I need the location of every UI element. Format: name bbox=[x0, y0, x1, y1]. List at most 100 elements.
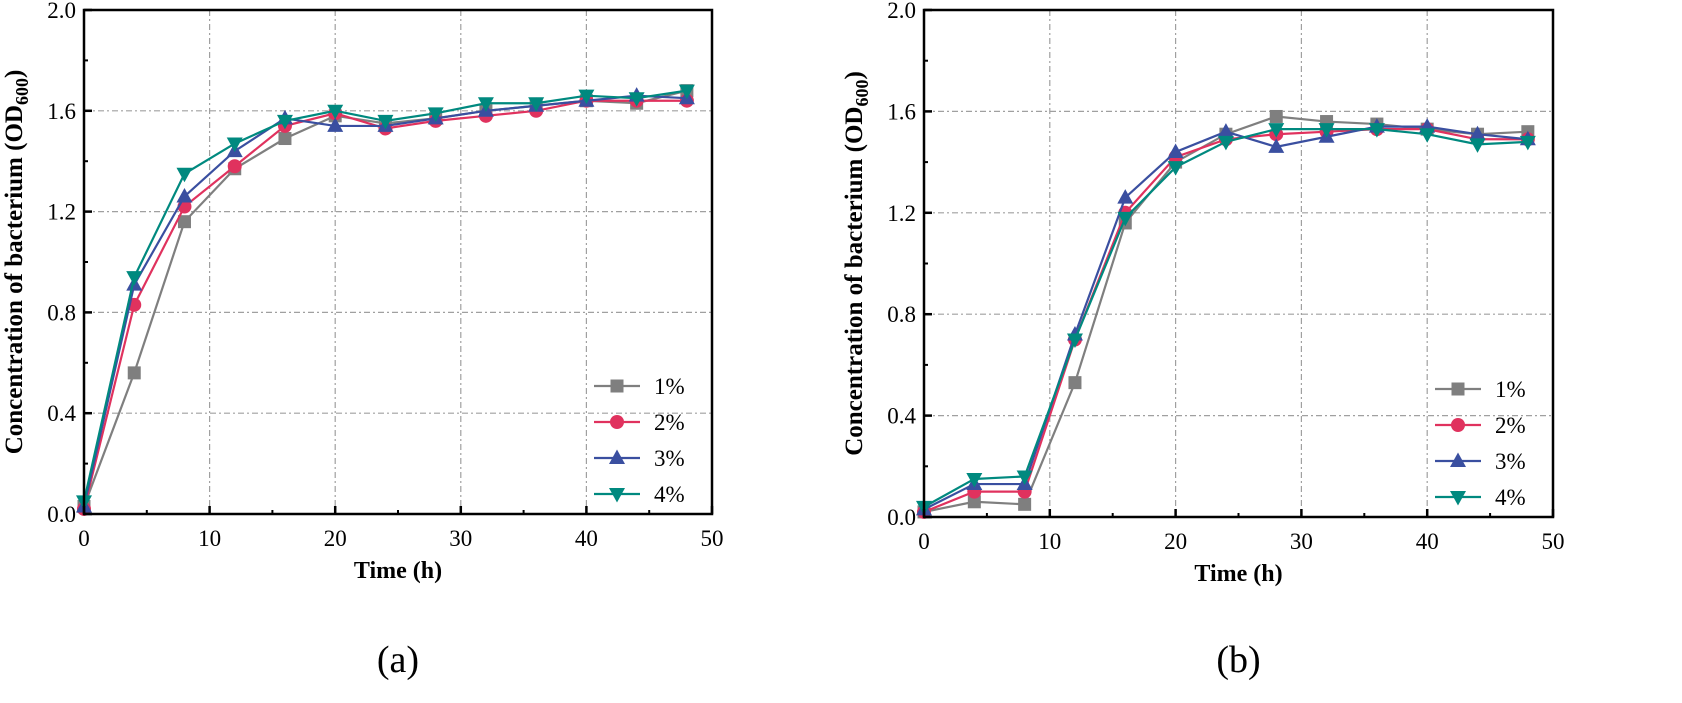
data-point bbox=[177, 215, 191, 229]
series-3% bbox=[76, 87, 695, 513]
data-point bbox=[1268, 138, 1285, 153]
y-tick-label: 1.6 bbox=[47, 99, 76, 124]
data-point bbox=[176, 187, 193, 203]
legend-label: 3% bbox=[654, 446, 685, 471]
legend-marker bbox=[610, 379, 624, 393]
series-line bbox=[82, 99, 687, 510]
legend-item: 1% bbox=[594, 374, 685, 399]
series-line bbox=[923, 125, 1528, 511]
data-point bbox=[1519, 135, 1536, 151]
legend-label: 4% bbox=[1495, 485, 1526, 510]
data-point bbox=[226, 137, 243, 153]
data-point bbox=[176, 167, 193, 183]
data-point bbox=[427, 107, 444, 122]
series-1% bbox=[77, 84, 694, 513]
data-point bbox=[528, 97, 545, 112]
y-axis-label-main: Concentration of bacterium (OD bbox=[841, 107, 868, 456]
series-line bbox=[82, 94, 687, 507]
data-point bbox=[628, 92, 645, 107]
x-tick-label: 30 bbox=[449, 526, 472, 551]
data-point bbox=[1419, 128, 1436, 143]
x-axis-label: Time (h) bbox=[1194, 561, 1282, 587]
y-tick-label: 2.0 bbox=[887, 0, 916, 23]
data-point bbox=[1068, 376, 1082, 390]
data-point bbox=[1117, 189, 1134, 204]
data-point bbox=[1018, 497, 1032, 511]
legend-item: 2% bbox=[1435, 413, 1526, 438]
legend-marker bbox=[1450, 452, 1466, 467]
x-tick-label: 10 bbox=[198, 526, 221, 551]
series-4% bbox=[76, 84, 695, 510]
chart-panel-a: 0 10 20 30 40 50 0.0 0.4 0.8 1.2 1.6 2.0 Time (h) Con… bbox=[1, 0, 724, 681]
y-axis-label-close: ) bbox=[841, 71, 868, 79]
panel-label: (b) bbox=[1216, 639, 1260, 681]
data-point bbox=[1066, 333, 1083, 349]
data-point bbox=[127, 366, 141, 380]
legend-label: 3% bbox=[1495, 449, 1526, 474]
series-line bbox=[82, 89, 688, 502]
y-axis-label: Concentration of bacterium (OD600) bbox=[1, 70, 32, 455]
series-line bbox=[923, 128, 1528, 513]
data-point bbox=[1269, 109, 1283, 123]
data-point bbox=[1368, 123, 1385, 138]
legend: 1% 2% 3% 4% bbox=[594, 374, 685, 507]
x-tick-label: 0 bbox=[78, 526, 90, 551]
x-tick-label: 20 bbox=[1164, 529, 1187, 554]
series-line bbox=[82, 89, 688, 507]
data-point bbox=[1117, 211, 1134, 227]
y-tick-label: 2.0 bbox=[47, 0, 76, 23]
data-point bbox=[327, 104, 344, 120]
data-point bbox=[1469, 138, 1486, 153]
x-axis-label: Time (h) bbox=[354, 558, 442, 584]
y-tick-label: 1.6 bbox=[887, 99, 916, 124]
data-point bbox=[477, 97, 494, 112]
legend-label: 1% bbox=[1495, 377, 1526, 402]
legend-label: 1% bbox=[654, 374, 685, 399]
x-tick-label: 10 bbox=[1038, 529, 1061, 554]
data-point bbox=[1217, 123, 1234, 138]
series-4% bbox=[916, 123, 1536, 516]
legend-label: 4% bbox=[654, 482, 685, 507]
legend-item: 4% bbox=[594, 482, 685, 507]
series-2% bbox=[917, 122, 1535, 519]
legend-item: 3% bbox=[594, 446, 685, 471]
plot-frame bbox=[82, 8, 714, 516]
y-tick-label: 1.2 bbox=[47, 200, 76, 225]
legend-marker bbox=[610, 415, 624, 429]
legend-marker bbox=[1451, 382, 1465, 396]
legend-marker bbox=[609, 488, 625, 503]
data-point bbox=[678, 84, 695, 100]
series-2% bbox=[77, 93, 694, 516]
y-tick-label: 0.8 bbox=[887, 302, 916, 327]
y-tick-label: 0.8 bbox=[47, 300, 76, 325]
data-point bbox=[967, 495, 981, 509]
y-axis-label-close: ) bbox=[1, 70, 28, 78]
data-point bbox=[1469, 125, 1486, 141]
data-point bbox=[276, 114, 293, 130]
series-3% bbox=[916, 118, 1536, 516]
data-point bbox=[966, 472, 983, 488]
data-point bbox=[377, 114, 394, 130]
data-point bbox=[1016, 470, 1033, 485]
y-tick-label: 0.0 bbox=[887, 505, 916, 530]
x-tick-label: 30 bbox=[1290, 529, 1313, 554]
data-point bbox=[578, 89, 595, 105]
plot-frame bbox=[922, 8, 1555, 519]
y-tick-label: 0.4 bbox=[47, 401, 76, 426]
y-axis-label: Concentration of bacterium (OD600) bbox=[841, 71, 872, 456]
y-tick-label: 1.2 bbox=[887, 201, 916, 226]
data-point bbox=[126, 271, 143, 286]
y-tick-label: 0.0 bbox=[47, 502, 76, 527]
y-axis-label-subscript: 600 bbox=[852, 80, 872, 107]
chart-panel-b: 0 10 20 30 40 50 0.0 0.4 0.8 1.2 1.6 2.0 Time (h) Con… bbox=[841, 0, 1565, 681]
series-line bbox=[923, 128, 1528, 508]
data-point bbox=[327, 117, 344, 132]
x-tick-label: 50 bbox=[701, 526, 724, 551]
data-point bbox=[1167, 143, 1184, 158]
x-tick-label: 0 bbox=[918, 529, 930, 554]
data-point bbox=[278, 132, 292, 146]
x-tick-label: 40 bbox=[575, 526, 598, 551]
y-axis-label-subscript: 600 bbox=[12, 78, 32, 105]
legend-marker bbox=[609, 449, 625, 464]
